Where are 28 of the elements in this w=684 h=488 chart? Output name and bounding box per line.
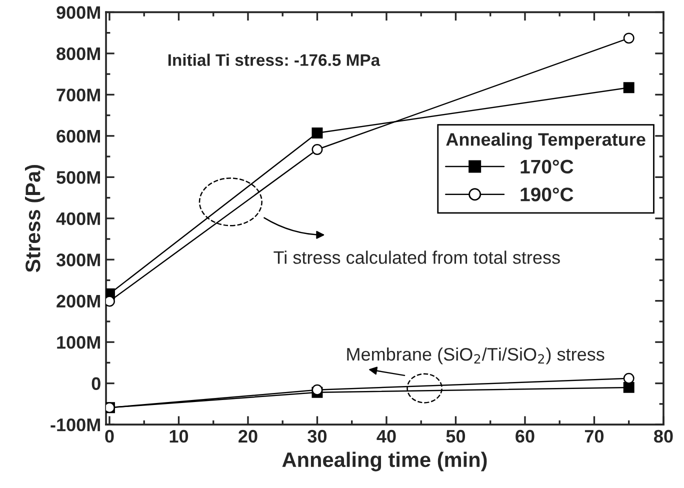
y-tick-label: 0 xyxy=(92,377,100,390)
y-axis-title: Stress (Pa) xyxy=(25,164,44,272)
x-tick-label: 30 xyxy=(308,430,327,443)
y-tick-label: 300M xyxy=(56,254,100,266)
x-tick-label: 70 xyxy=(584,430,604,443)
y-tick-label: 200M xyxy=(56,294,100,308)
annotation: Initial Ti stress: -176.5 MPa xyxy=(168,54,380,66)
y-tick-label: 700M xyxy=(56,88,100,102)
x-tick-label: 80 xyxy=(654,430,673,443)
x-axis-title: Annealing time (min) xyxy=(282,452,487,472)
annotation: Ti stress calculated from total stress xyxy=(274,250,560,264)
y-tick-label: -100M xyxy=(50,418,100,432)
legend-label: 170°C xyxy=(520,160,574,174)
annotation: Membrane (SiO$_{2}$/Ti/SiO$_{2}$) stress xyxy=(347,347,604,364)
x-tick-label: 20 xyxy=(238,430,258,443)
legend-title: Annealing Temperature xyxy=(446,132,646,150)
y-tick-label: 400M xyxy=(56,212,100,226)
y-tick-label: 100M xyxy=(57,336,100,349)
y-tick-label: 500M xyxy=(56,171,100,184)
y-tick-label: 600M xyxy=(56,130,100,143)
x-tick-label: 60 xyxy=(516,430,534,443)
y-tick-label: 800M xyxy=(56,47,100,60)
x-tick-label: 50 xyxy=(446,430,466,443)
y-tick-label: 900M xyxy=(56,6,100,19)
x-tick-label: 0 xyxy=(105,430,114,443)
legend-label: 190°C xyxy=(520,188,574,202)
x-tick-label: 10 xyxy=(170,430,188,443)
x-tick-label: 40 xyxy=(376,430,396,443)
